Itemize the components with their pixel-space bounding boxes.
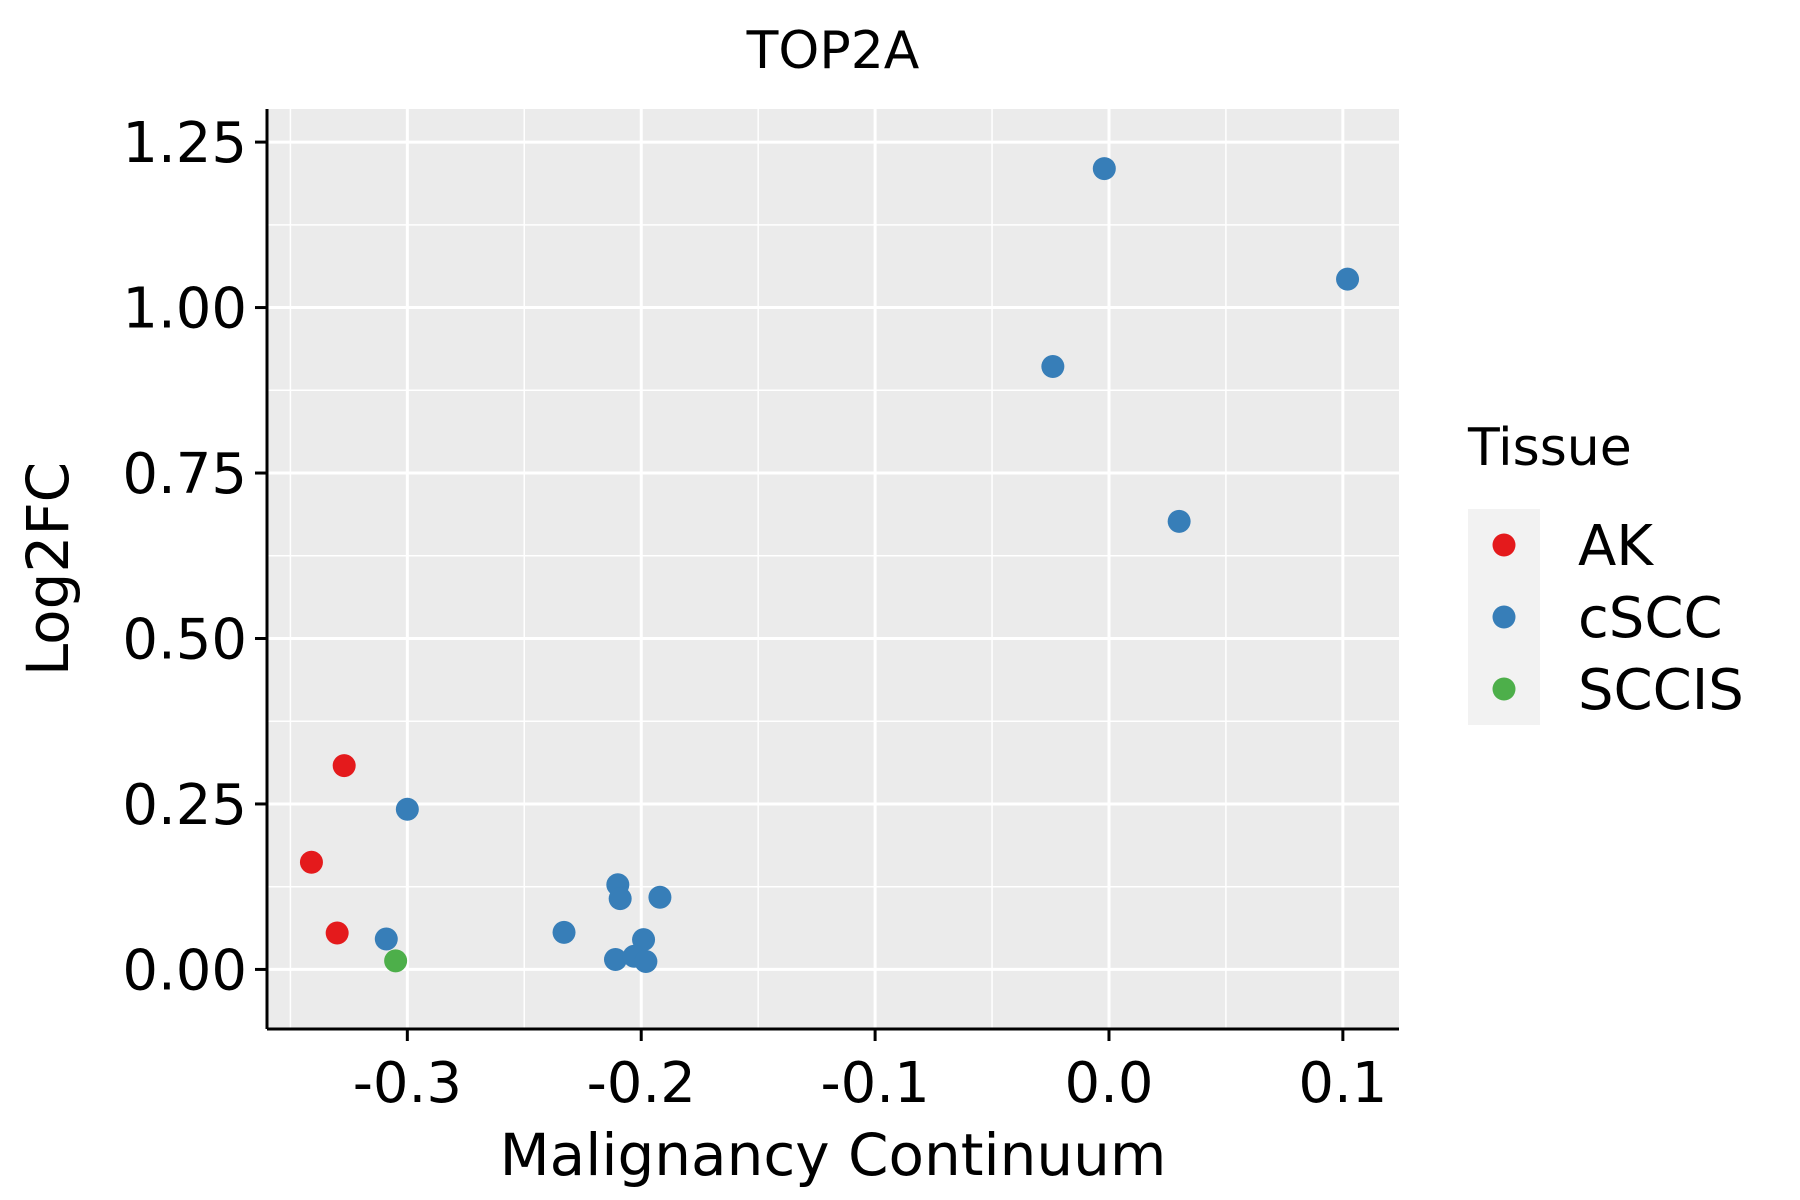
major-gridlines [267, 109, 1399, 1029]
legend-label-sccis: SCCIS [1578, 658, 1744, 723]
data-point-ak [332, 754, 356, 778]
y-axis-ticks: 0.00 0.25 0.50 0.75 1.00 1.25 [122, 111, 267, 1003]
data-point-cscc [1041, 354, 1065, 378]
data-point-ak [299, 850, 323, 874]
data-point-sccis [384, 949, 408, 973]
legend-key-cscc [1492, 605, 1516, 629]
x-tick-label: -0.1 [820, 1051, 929, 1116]
data-point-cscc [552, 920, 576, 944]
chart-title: TOP2A [746, 21, 920, 81]
y-tick-label: 0.00 [122, 938, 247, 1003]
legend-label-ak: AK [1578, 514, 1654, 579]
legend-label-cscc: cSCC [1578, 586, 1723, 651]
data-point-cscc [1336, 267, 1360, 291]
legend: Tissue AK cSCC SCCIS [1467, 418, 1744, 725]
data-point-cscc [608, 887, 632, 911]
y-axis-title: Log2FC [14, 462, 82, 676]
y-tick-label: 1.25 [122, 111, 247, 176]
data-point-cscc [634, 949, 658, 973]
data-point-cscc [1167, 509, 1191, 533]
x-axis-ticks: -0.3 -0.2 -0.1 0.0 0.1 [353, 1029, 1387, 1116]
y-tick-label: 0.75 [122, 442, 247, 507]
data-point-cscc [1092, 157, 1116, 181]
legend-title: Tissue [1467, 418, 1632, 478]
y-tick-label: 0.50 [122, 607, 247, 672]
x-tick-label: 0.0 [1064, 1051, 1153, 1116]
x-axis-title: Malignancy Continuum [500, 1121, 1167, 1189]
x-tick-label: 0.1 [1298, 1051, 1387, 1116]
data-point-cscc [603, 948, 627, 972]
x-tick-label: -0.2 [587, 1051, 696, 1116]
data-point-cscc [374, 927, 398, 951]
y-tick-label: 0.25 [122, 773, 247, 838]
y-tick-label: 1.00 [122, 277, 247, 342]
plot-panel [267, 109, 1399, 1029]
legend-key-sccis [1492, 677, 1516, 701]
data-point-cscc [648, 885, 672, 909]
minor-gridlines [267, 109, 1399, 1029]
data-point-ak [325, 921, 349, 945]
data-point-cscc [395, 797, 419, 821]
x-tick-label: -0.3 [353, 1051, 462, 1116]
legend-key-ak [1492, 533, 1516, 557]
data-points [299, 157, 1360, 973]
